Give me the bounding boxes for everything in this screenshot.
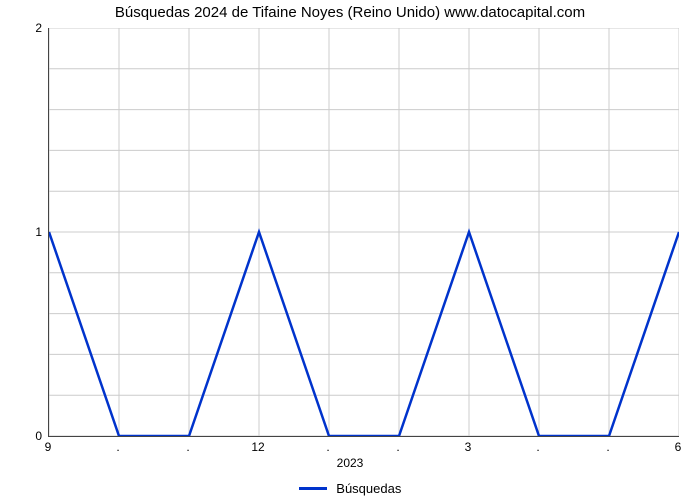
x-minor-tick: .: [116, 440, 119, 454]
y-tick-label: 2: [35, 21, 42, 35]
chart-title: Búsquedas 2024 de Tifaine Noyes (Reino U…: [0, 4, 700, 21]
x-minor-tick: .: [186, 440, 189, 454]
plot-svg: [49, 28, 679, 436]
x-tick-label: 9: [45, 440, 52, 454]
x-minor-tick: .: [606, 440, 609, 454]
x-minor-tick: .: [536, 440, 539, 454]
legend: Búsquedas: [0, 480, 700, 496]
x-tick-label: 3: [465, 440, 472, 454]
y-tick-label: 0: [35, 429, 42, 443]
x-minor-tick: .: [326, 440, 329, 454]
y-tick-label: 1: [35, 225, 42, 239]
plot-area: [48, 28, 679, 437]
x-axis-sublabel: 2023: [0, 456, 700, 470]
series-line: [49, 232, 679, 436]
grid-lines: [49, 28, 679, 436]
legend-swatch: [299, 487, 327, 490]
x-minor-tick: .: [396, 440, 399, 454]
x-tick-label: 12: [251, 440, 264, 454]
chart-container: Búsquedas 2024 de Tifaine Noyes (Reino U…: [0, 0, 700, 500]
legend-label: Búsquedas: [336, 481, 401, 496]
series-group: [49, 232, 679, 436]
x-tick-label: 6: [675, 440, 682, 454]
